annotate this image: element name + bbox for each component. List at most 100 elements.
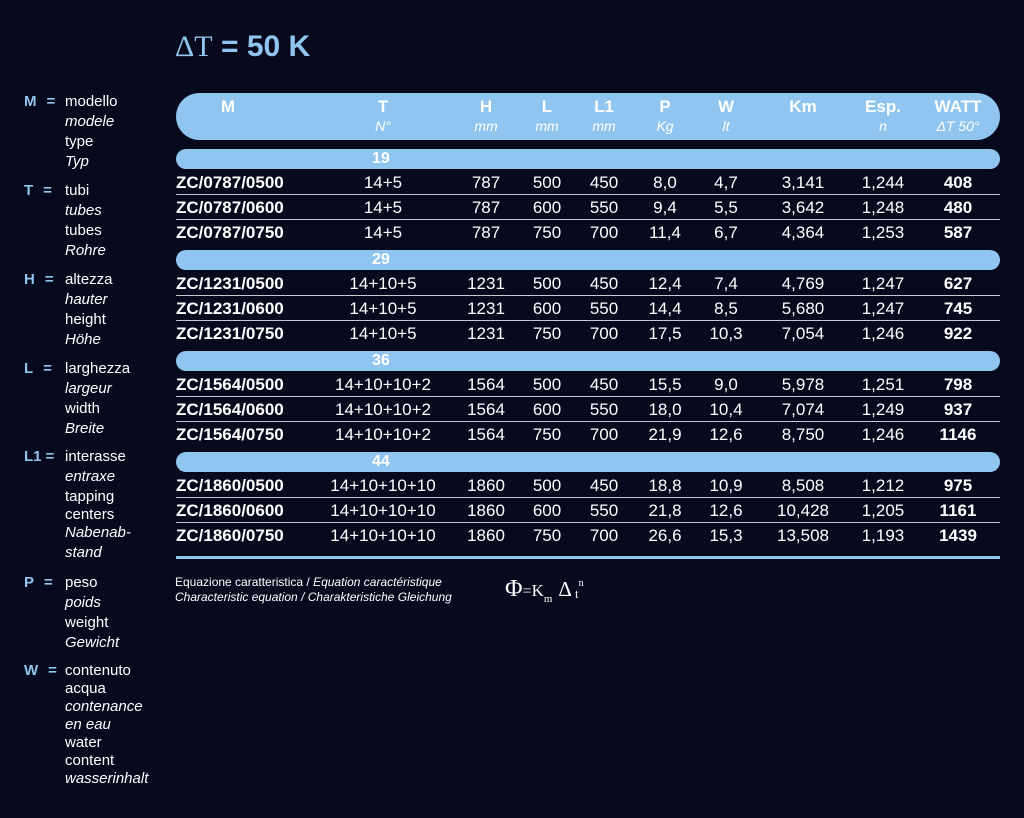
cell-tubes: 14+10+10+2 xyxy=(335,375,431,394)
cell-model: ZC/0787/0600 xyxy=(176,198,284,217)
cell-center: 550 xyxy=(589,501,619,520)
cell-water: 7,4 xyxy=(714,274,738,293)
legend-line: hauter xyxy=(65,291,108,308)
legend-line: Höhe xyxy=(65,331,101,348)
cell-model: ZC/1564/0500 xyxy=(176,375,284,394)
cell-exp: 1,253 xyxy=(861,223,905,242)
header-col-watt: WATT ΔT 50° xyxy=(918,97,998,135)
title-value: = 50 K xyxy=(212,30,311,63)
cell-km: 5,680 xyxy=(781,299,825,318)
legend-key: L = xyxy=(24,359,64,379)
cell-model: ZC/1860/0750 xyxy=(176,526,284,545)
cell-width: 750 xyxy=(532,425,562,444)
legend-key-equals: = xyxy=(43,182,52,199)
cell-exp: 1,212 xyxy=(861,476,905,495)
legend-line: modello xyxy=(65,93,118,110)
legend-key-letter: W xyxy=(24,662,39,679)
group-bar: 44 xyxy=(176,452,1000,472)
cell-watt: 480 xyxy=(943,198,973,217)
legend-line: acqua xyxy=(65,680,106,697)
equation-caption-it: Equazione caratteristica / xyxy=(175,575,314,589)
header-col-esp: Esp. n xyxy=(848,97,918,135)
cell-model: ZC/0787/0500 xyxy=(176,173,284,192)
header-unit: mm xyxy=(474,118,498,134)
cell-width: 500 xyxy=(532,375,562,394)
cell-exp: 1,193 xyxy=(861,526,905,545)
cell-model: ZC/1564/0750 xyxy=(176,425,284,444)
cell-watt: 587 xyxy=(943,223,973,242)
cell-height: 1564 xyxy=(467,400,505,419)
header-unit: ΔT 50° xyxy=(936,118,980,134)
header-name: W xyxy=(717,97,735,116)
legend-key-equals: = xyxy=(48,662,57,679)
group-bar: 19 xyxy=(176,149,1000,169)
cell-km: 3,642 xyxy=(781,198,825,217)
legend-line: weight xyxy=(65,614,109,631)
header-unit: mm xyxy=(535,118,559,134)
table-row: ZC/0787/0500 14+5 787 500 450 8,0 4,7 3,141 1,24… xyxy=(176,170,1000,195)
legend-key-letter: L1 xyxy=(24,448,42,465)
cell-km: 7,074 xyxy=(781,400,825,419)
legend-line: peso xyxy=(65,574,98,591)
legend-line: Gewicht xyxy=(65,634,120,651)
cell-height: 787 xyxy=(471,198,501,217)
legend-line: width xyxy=(65,400,101,417)
table-row: ZC/1231/0600 14+10+5 1231 600 550 14,4 8,5 5,68… xyxy=(176,296,1000,321)
legend-lines: altezza hauter height Höhe xyxy=(65,270,175,350)
header-unit: mm xyxy=(592,118,616,134)
legend-lines: interasse entraxe tapping centers Nabenab-st… xyxy=(65,447,175,563)
cell-width: 500 xyxy=(532,476,562,495)
cell-weight: 15,5 xyxy=(648,375,682,394)
cell-model: ZC/1564/0600 xyxy=(176,400,284,419)
legend-line: tapping xyxy=(65,488,115,505)
cell-width: 600 xyxy=(532,299,562,318)
legend-key-letter: L xyxy=(24,360,34,377)
legend-line: altezza xyxy=(65,271,113,288)
legend-lines: larghezza largeur width Breite xyxy=(65,359,175,439)
legend-line: tubi xyxy=(65,182,90,199)
cell-km: 8,508 xyxy=(781,476,825,495)
cell-height: 1564 xyxy=(467,425,505,444)
header-name: L xyxy=(541,97,553,116)
formula-k-sub: m xyxy=(543,593,553,605)
cell-exp: 1,244 xyxy=(861,173,905,192)
cell-model: ZC/0787/0750 xyxy=(176,223,284,242)
cell-weight: 18,8 xyxy=(648,476,682,495)
cell-exp: 1,246 xyxy=(861,425,905,444)
cell-watt: 798 xyxy=(943,375,973,394)
legend-key-equals: = xyxy=(43,360,52,377)
cell-tubes: 14+10+10+10 xyxy=(330,526,436,545)
cell-height: 1860 xyxy=(467,501,505,520)
cell-width: 600 xyxy=(532,501,562,520)
legend-lines: tubi tubes tubes Rohre xyxy=(65,181,175,261)
header-name: L1 xyxy=(594,97,614,116)
legend-line: en eau xyxy=(65,716,111,733)
cell-model: ZC/1860/0500 xyxy=(176,476,284,495)
legend-line: interasse xyxy=(65,448,126,465)
page-title: ΔT = 50 K xyxy=(175,30,310,64)
cell-center: 700 xyxy=(589,425,619,444)
legend-key-equals: = xyxy=(46,93,56,110)
group-label: 29 xyxy=(372,251,390,268)
cell-weight: 21,9 xyxy=(648,425,682,444)
cell-km: 8,750 xyxy=(781,425,825,444)
cell-height: 787 xyxy=(471,173,501,192)
cell-width: 500 xyxy=(532,173,562,192)
header-unit: N° xyxy=(375,118,391,134)
cell-center: 550 xyxy=(589,400,619,419)
legend-line: wasserinhalt xyxy=(65,770,149,787)
header-name: H xyxy=(479,97,493,116)
header-col-m: M xyxy=(173,97,283,117)
cell-height: 787 xyxy=(471,223,501,242)
group-bar: 29 xyxy=(176,250,1000,270)
legend-line: entraxe xyxy=(65,468,116,485)
cell-watt: 922 xyxy=(943,324,973,343)
cell-weight: 9,4 xyxy=(653,198,677,217)
table-row: ZC/0787/0600 14+5 787 600 550 9,4 5,5 3,642 1,24… xyxy=(176,195,1000,220)
cell-width: 750 xyxy=(532,223,562,242)
legend-key-equals: = xyxy=(44,574,53,591)
header-col-p: P Kg xyxy=(635,97,695,135)
equation-caption-en-de: Characteristic equation / Charakteristic… xyxy=(175,590,452,604)
cell-tubes: 14+10+10+2 xyxy=(335,400,431,419)
header-name: T xyxy=(377,97,389,116)
